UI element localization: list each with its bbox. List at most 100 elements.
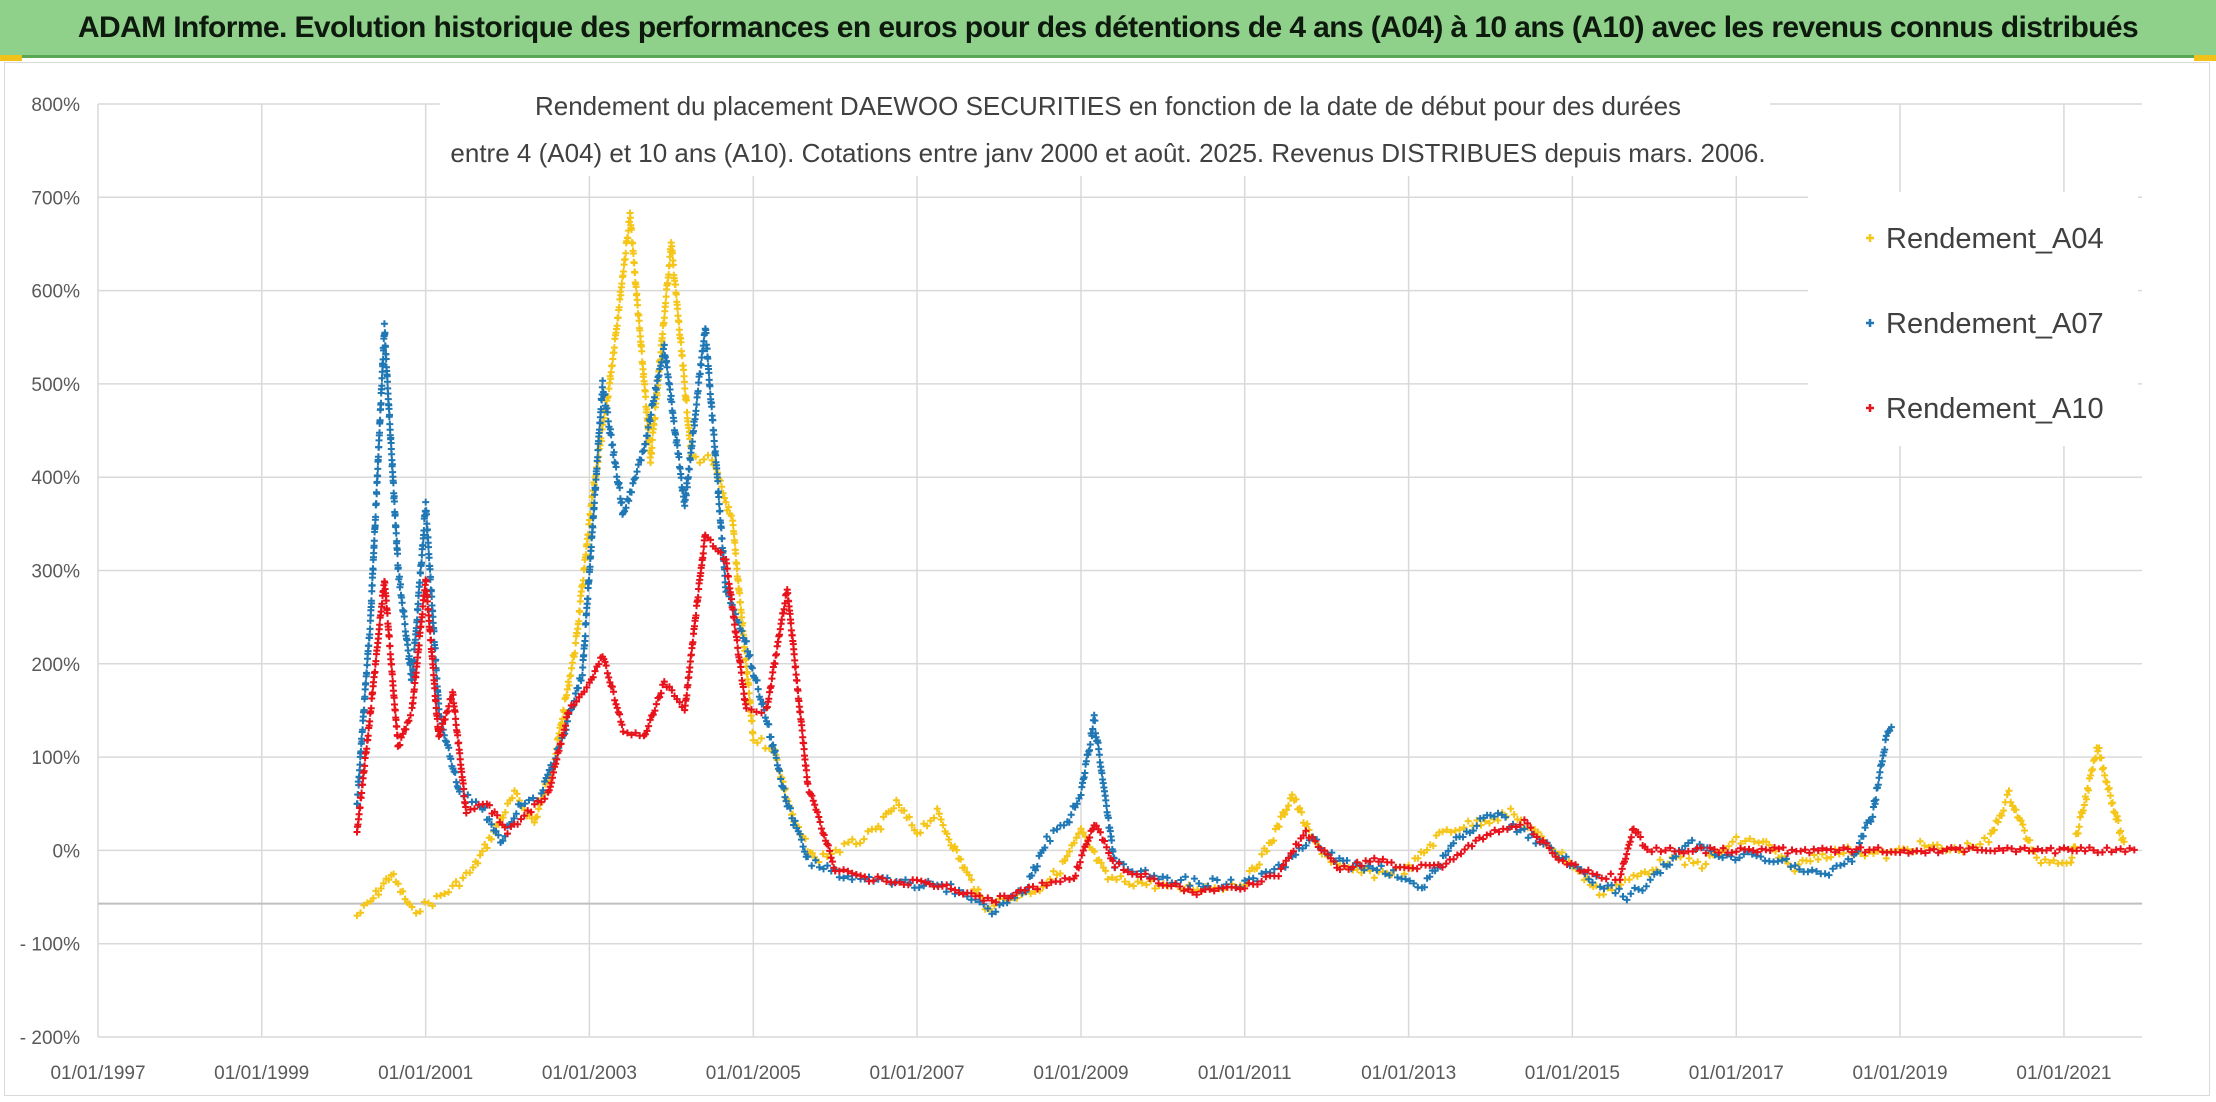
- data-point: [1874, 781, 1882, 789]
- data-point: [754, 685, 762, 693]
- data-point: [1934, 849, 1942, 857]
- data-point: [547, 779, 555, 787]
- data-point: [580, 564, 588, 572]
- data-point: [693, 401, 701, 408]
- data-point: [706, 382, 714, 390]
- data-point: [1253, 880, 1261, 888]
- data-point: [1137, 873, 1145, 881]
- data-point: [687, 651, 695, 659]
- data-point: [737, 669, 745, 677]
- data-point: [694, 593, 702, 601]
- data-point: [776, 767, 784, 775]
- data-point: [1960, 848, 1968, 856]
- data-point: [1963, 839, 1971, 847]
- data-point: [409, 694, 417, 702]
- data-point: [2076, 813, 2084, 821]
- data-point: [1921, 842, 1928, 850]
- data-point: [433, 715, 441, 723]
- data-point: [1533, 833, 1541, 841]
- data-point: [2090, 846, 2098, 854]
- data-point: [606, 678, 614, 686]
- chart-title-block: Rendement du placement DAEWOO SECURITIES…: [440, 80, 1770, 176]
- data-point: [478, 847, 486, 855]
- data-point: [1081, 769, 1089, 777]
- data-point: [444, 707, 452, 715]
- data-point: [967, 889, 975, 897]
- data-point: [1652, 844, 1660, 852]
- data-point: [874, 873, 882, 881]
- data-point: [951, 886, 959, 894]
- data-point: [692, 407, 700, 415]
- data-point: [1195, 880, 1203, 887]
- data-point: [922, 878, 929, 886]
- data-point: [377, 885, 385, 892]
- data-point: [1056, 870, 1064, 877]
- data-point: [692, 612, 700, 619]
- data-point: [488, 820, 495, 828]
- data-point: [589, 673, 597, 681]
- data-point: [607, 431, 615, 439]
- data-point: [394, 550, 401, 558]
- data-point: [1115, 859, 1123, 867]
- data-point: [1150, 875, 1158, 883]
- data-point: [412, 909, 420, 917]
- data-point: [454, 731, 462, 739]
- data-point: [631, 269, 639, 277]
- data-point: [1495, 828, 1503, 836]
- data-point: [1296, 804, 1304, 812]
- data-point: [1101, 837, 1108, 845]
- data-point: [1852, 845, 1860, 853]
- data-point: [1634, 828, 1642, 836]
- data-point: [382, 355, 390, 363]
- data-point: [1253, 864, 1261, 872]
- data-point: [643, 727, 651, 735]
- data-point: [1402, 875, 1410, 883]
- data-point: [920, 882, 928, 890]
- data-point: [634, 461, 642, 469]
- data-point: [1947, 844, 1955, 852]
- data-point: [394, 732, 401, 740]
- data-point: [861, 873, 869, 881]
- data-point: [923, 822, 931, 830]
- data-point: [840, 840, 848, 848]
- data-point: [618, 280, 626, 288]
- data-point: [460, 792, 468, 800]
- data-point: [1089, 725, 1097, 733]
- data-point: [1285, 802, 1292, 810]
- data-point: [476, 851, 484, 859]
- data-point: [988, 910, 996, 918]
- data-point: [2101, 771, 2109, 779]
- data-point: [968, 876, 975, 884]
- data-point: [615, 303, 623, 311]
- data-point: [1825, 871, 1833, 879]
- data-point: [1172, 880, 1179, 888]
- data-point: [1076, 858, 1084, 866]
- data-point: [1067, 811, 1075, 819]
- data-point: [1189, 888, 1196, 896]
- data-point: [734, 577, 742, 585]
- data-point: [1791, 862, 1799, 869]
- data-point: [790, 650, 798, 658]
- data-point: [1311, 837, 1319, 845]
- data-point: [359, 781, 367, 789]
- data-point: [521, 800, 529, 808]
- data-point: [1627, 833, 1635, 841]
- data-point: [396, 741, 404, 749]
- data-point: [798, 836, 805, 844]
- data-point: [771, 660, 779, 668]
- data-point: [696, 459, 704, 467]
- data-point: [1801, 846, 1809, 854]
- data-point: [1642, 882, 1650, 890]
- data-point: [429, 664, 437, 672]
- data-point: [513, 790, 521, 798]
- data-point: [1167, 882, 1175, 890]
- data-point: [947, 885, 955, 893]
- data-point: [1097, 859, 1105, 867]
- y-tick-label: 300%: [31, 562, 80, 583]
- data-point: [394, 564, 402, 572]
- data-point: [392, 529, 400, 537]
- data-point: [1646, 876, 1654, 884]
- data-point: [616, 484, 624, 492]
- data-point: [844, 867, 852, 875]
- data-point: [1028, 872, 1036, 879]
